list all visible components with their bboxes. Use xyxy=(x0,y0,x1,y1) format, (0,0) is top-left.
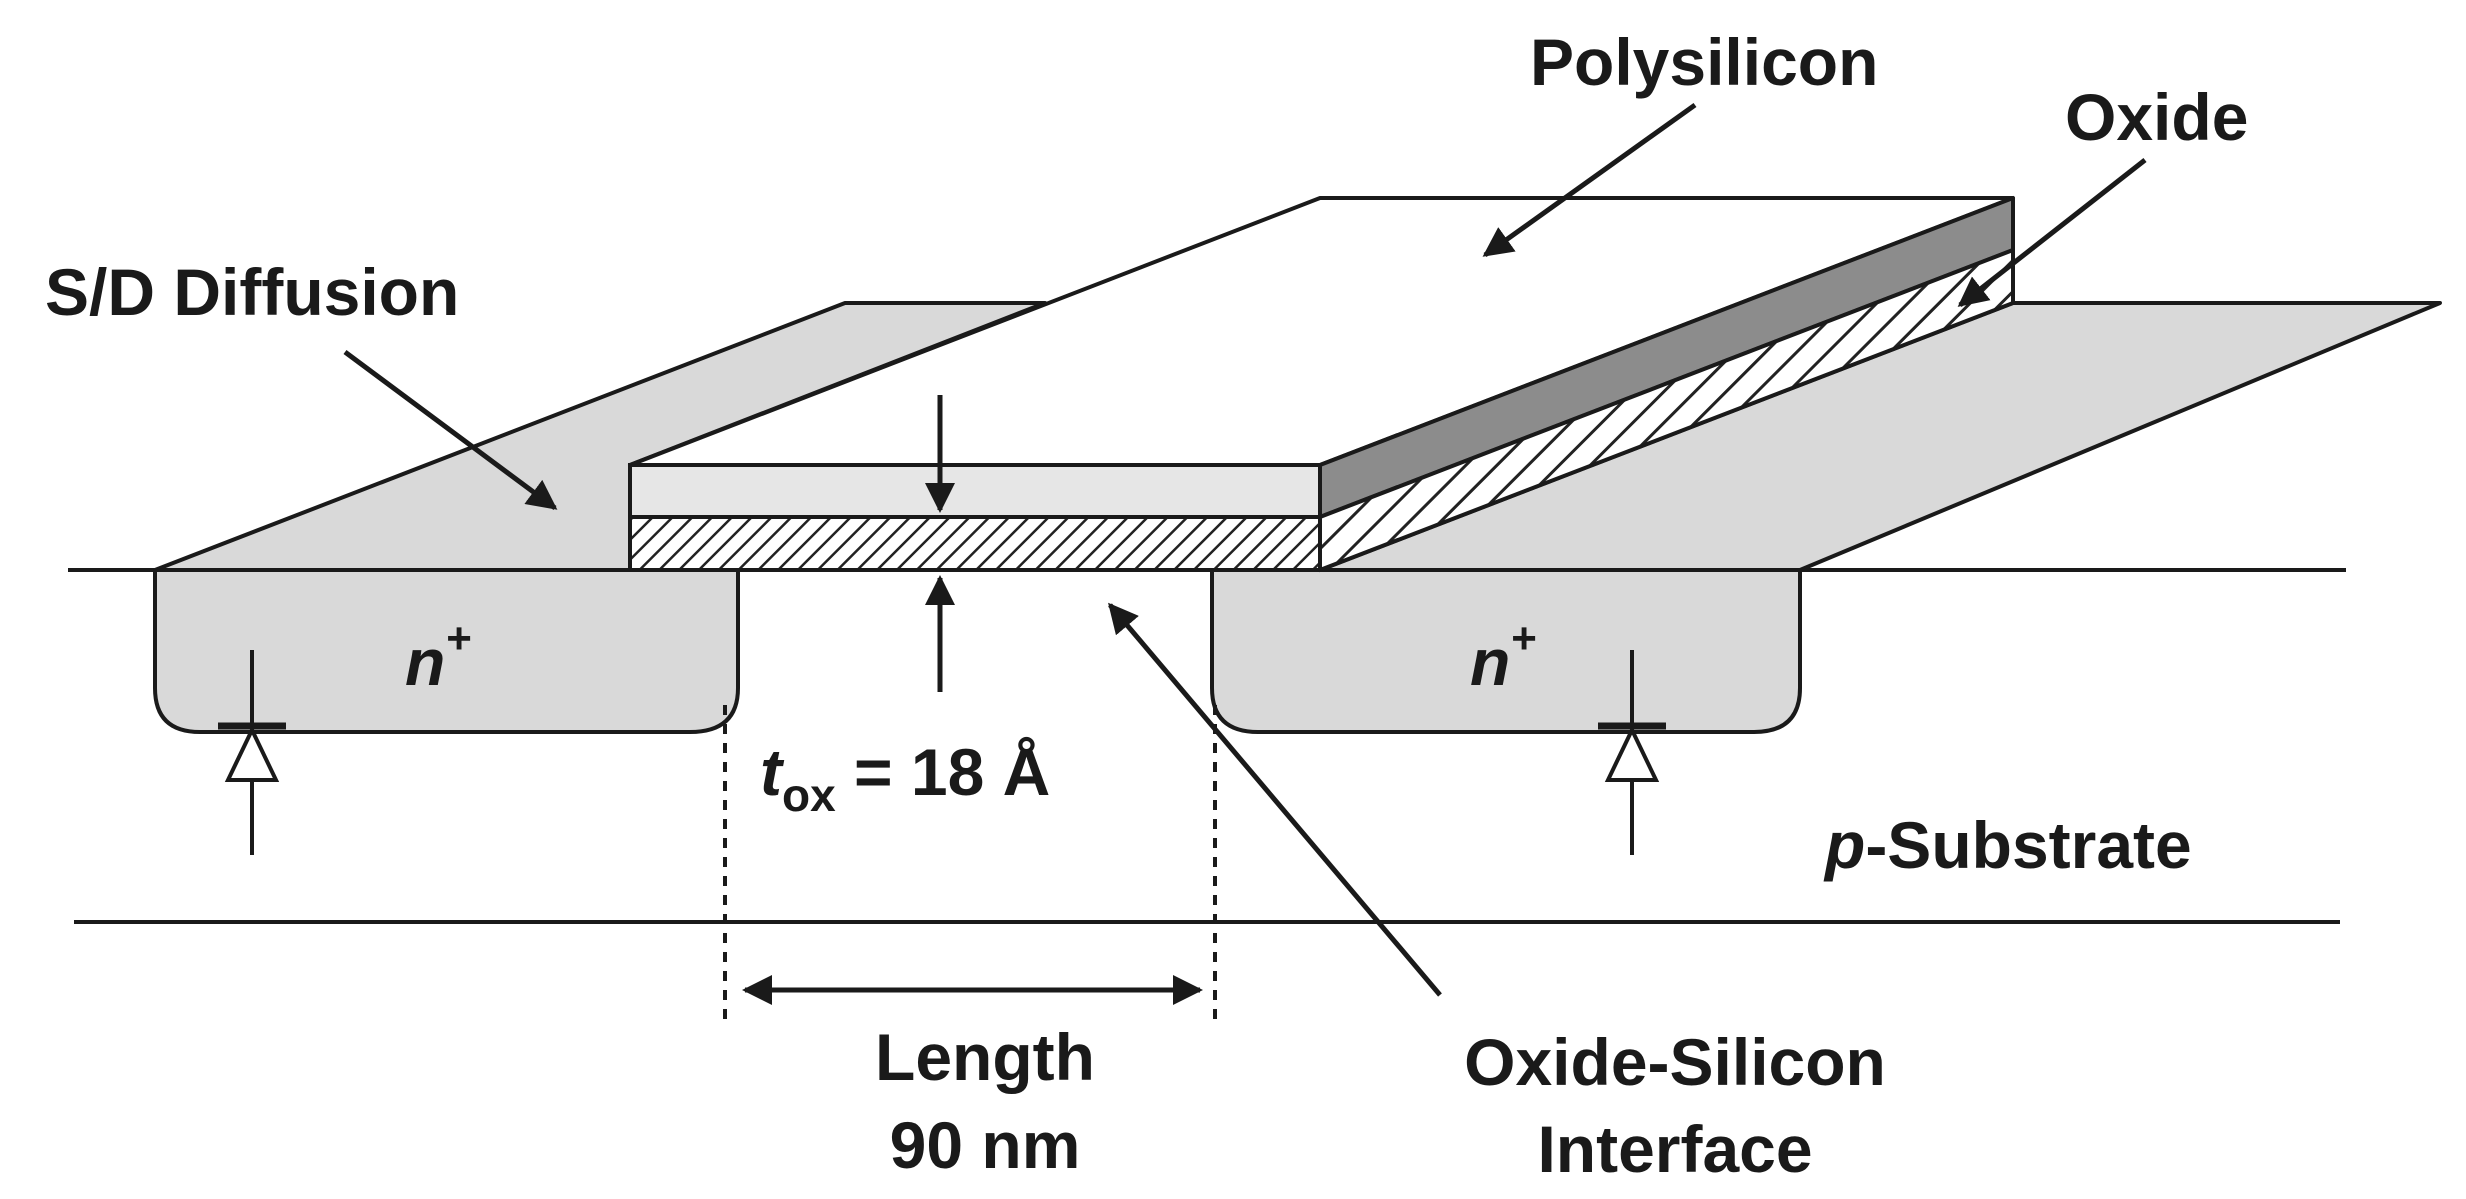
oxide-side-face xyxy=(1318,248,2015,572)
interface-pointer-arrow xyxy=(1108,602,1442,997)
junction-diode-left xyxy=(218,650,286,855)
interface-label-line2: Interface xyxy=(1537,1112,1812,1186)
n-plus-right-label: n+ xyxy=(1470,614,1536,699)
oxide-label: Oxide xyxy=(2065,80,2248,154)
n-plus-well-left xyxy=(153,568,740,734)
oxide-front-face xyxy=(628,515,1322,572)
n-plus-left-label: n+ xyxy=(405,614,471,699)
p-substrate-label: p-Substrate xyxy=(1823,808,2192,882)
length-label-line2: 90 nm xyxy=(890,1108,1081,1182)
polysilicon-pointer-arrow xyxy=(1482,102,1697,258)
polysilicon-front-face xyxy=(628,463,1322,519)
sd-diffusion-pointer-arrow xyxy=(343,349,558,511)
junction-diode-right xyxy=(1598,650,1666,855)
oxide-pointer-arrow xyxy=(1957,158,2147,307)
polysilicon-label: Polysilicon xyxy=(1530,25,1878,99)
sd-diffusion-label: S/D Diffusion xyxy=(45,255,459,329)
tox-label: tox = 18 Å xyxy=(760,735,1050,821)
interface-label-line1: Oxide-Silicon xyxy=(1464,1025,1886,1099)
length-label-line1: Length xyxy=(875,1020,1095,1094)
